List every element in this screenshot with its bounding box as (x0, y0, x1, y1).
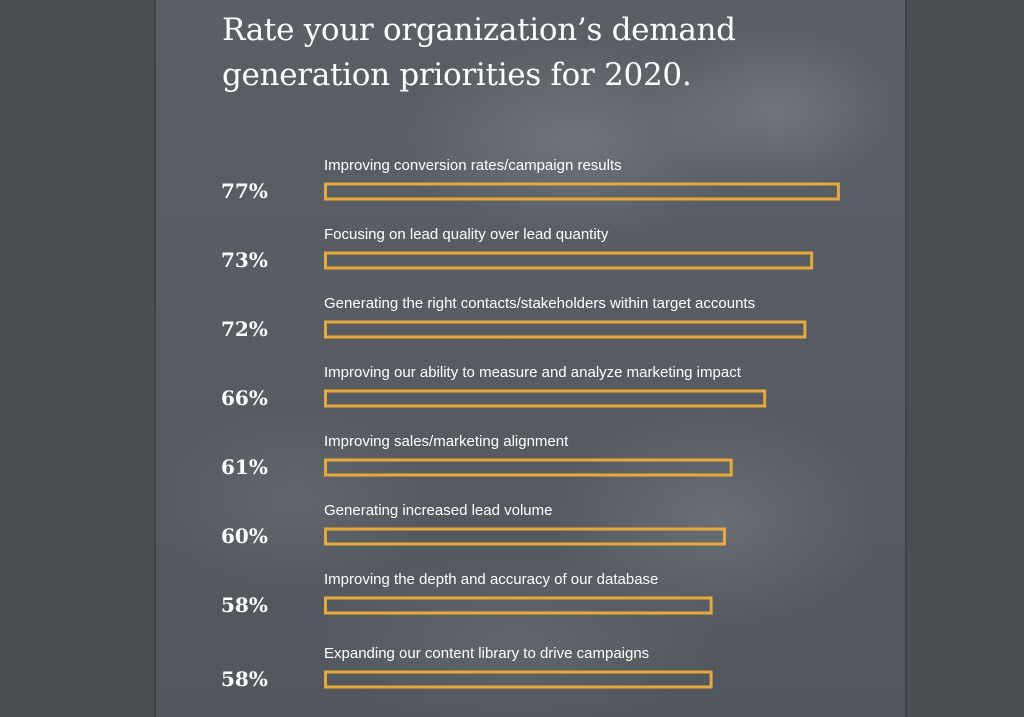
category-label: Improving the depth and accuracy of our … (324, 571, 658, 588)
category-label: Expanding our content library to drive c… (324, 645, 649, 662)
bar (324, 670, 713, 689)
category-label: Improving sales/marketing alignment (324, 433, 569, 450)
category-label: Generating the right contacts/stakeholde… (324, 295, 755, 312)
value-label: 61% (221, 455, 268, 479)
value-label: 60% (221, 524, 268, 548)
bar (324, 182, 840, 201)
bar (324, 251, 814, 270)
value-label: 66% (221, 386, 268, 410)
panel-right-edge (905, 0, 907, 717)
value-label: 73% (221, 248, 268, 272)
category-label: Improving our ability to measure and ana… (324, 364, 742, 381)
category-label: Focusing on lead quality over lead quant… (324, 226, 609, 243)
bar (324, 320, 807, 339)
bar (324, 458, 733, 477)
value-label: 77% (221, 179, 268, 203)
bar (324, 389, 767, 408)
panel-left-edge (154, 0, 156, 717)
category-label: Generating increased lead volume (324, 502, 552, 519)
bar (324, 527, 726, 546)
value-label: 58% (221, 593, 268, 617)
chart-title: Rate your organization’s demand generati… (222, 12, 736, 93)
value-label: 72% (221, 317, 268, 341)
category-label: Improving conversion rates/campaign resu… (324, 157, 622, 174)
value-label: 58% (221, 667, 268, 691)
bar (324, 596, 713, 615)
